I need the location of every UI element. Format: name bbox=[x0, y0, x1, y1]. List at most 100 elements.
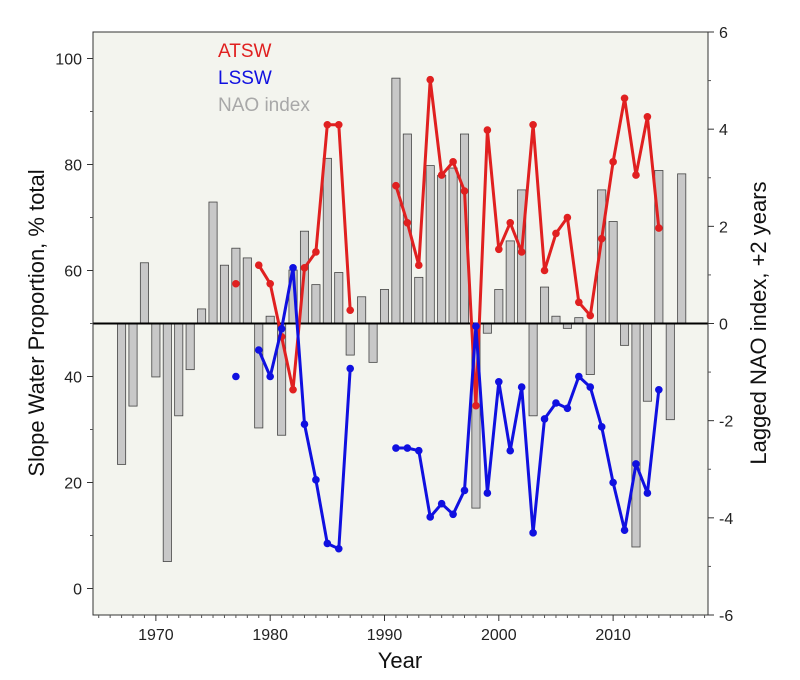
y-right-tick-label: -2 bbox=[719, 414, 733, 431]
nao-bar bbox=[345, 323, 355, 356]
atsw-point bbox=[632, 171, 640, 179]
nao-bar bbox=[528, 323, 538, 417]
nao-bar bbox=[482, 323, 492, 334]
y-axis-left: 0 20 40 60 80 100 bbox=[55, 52, 93, 599]
lssw-point bbox=[334, 544, 343, 553]
x-tick-label: 1970 bbox=[138, 627, 174, 644]
lssw-point bbox=[643, 489, 652, 497]
lssw-point bbox=[517, 383, 526, 391]
lssw-point bbox=[552, 399, 560, 407]
nao-bar bbox=[391, 77, 401, 324]
lssw-point bbox=[597, 423, 606, 431]
nao-bar bbox=[551, 315, 561, 324]
y-left-tick-label: 100 bbox=[55, 52, 82, 69]
atsw-point bbox=[597, 234, 606, 243]
nao-bar bbox=[494, 289, 504, 324]
atsw-point bbox=[437, 171, 446, 179]
legend: ATSW LSSW NAO index bbox=[218, 41, 310, 116]
x-tick-label: 1980 bbox=[252, 627, 288, 644]
y-right-tick-label: 6 bbox=[719, 25, 728, 42]
lssw-point bbox=[254, 346, 263, 354]
atsw-point bbox=[392, 181, 400, 190]
atsw-point bbox=[540, 266, 549, 275]
nao-bar bbox=[505, 240, 515, 324]
nao-bar bbox=[425, 165, 435, 324]
y-right-tick-label: -6 bbox=[719, 608, 733, 625]
lssw-point bbox=[232, 372, 240, 381]
nao-bar bbox=[334, 272, 344, 324]
legend-entry-lssw: LSSW bbox=[218, 68, 272, 89]
nao-bar bbox=[642, 323, 652, 402]
x-axis: 1970 1980 1990 2000 2010 bbox=[93, 614, 708, 644]
atsw-point bbox=[266, 279, 274, 288]
atsw-point bbox=[552, 229, 560, 238]
nao-bar bbox=[437, 174, 447, 324]
lssw-point bbox=[495, 378, 503, 386]
x-tick-label: 2000 bbox=[481, 627, 517, 644]
atsw-point bbox=[460, 187, 469, 195]
y-right-tick-label: 2 bbox=[719, 219, 728, 236]
nao-bar bbox=[117, 323, 127, 465]
series-lines bbox=[232, 75, 663, 553]
nao-bar bbox=[219, 264, 229, 324]
lssw-point bbox=[277, 325, 286, 333]
y-right-tick-label: -4 bbox=[719, 511, 733, 528]
y-left-tick-label: 60 bbox=[64, 264, 82, 281]
lssw-point bbox=[414, 446, 423, 455]
nao-bar bbox=[151, 323, 161, 378]
lssw-point bbox=[266, 372, 274, 381]
y-axis-right: -6 -4 -2 0 2 4 6 bbox=[708, 25, 733, 625]
atsw-point bbox=[414, 261, 423, 270]
nao-bar bbox=[631, 323, 641, 548]
nao-bar bbox=[540, 286, 550, 324]
lssw-point bbox=[655, 385, 663, 394]
nao-bar bbox=[414, 276, 424, 324]
atsw-point bbox=[586, 311, 595, 320]
y-axis-right-title: Lagged NAO index, +2 years bbox=[746, 181, 771, 464]
atsw-point bbox=[426, 75, 435, 84]
lssw-point bbox=[483, 489, 492, 497]
lssw-point bbox=[540, 415, 549, 423]
nao-bar bbox=[265, 315, 275, 324]
nao-bar bbox=[585, 323, 595, 375]
atsw-point bbox=[495, 245, 503, 254]
nao-bar bbox=[311, 284, 321, 324]
nao-bar bbox=[357, 296, 367, 324]
lssw-point bbox=[460, 486, 469, 495]
lssw-point bbox=[392, 444, 400, 452]
atsw-point bbox=[472, 401, 480, 410]
atsw-point bbox=[403, 219, 412, 227]
atsw-point bbox=[506, 219, 515, 227]
legend-entry-nao-index: NAO index bbox=[218, 95, 310, 116]
lssw-point bbox=[586, 383, 595, 391]
y-axis-left-title: Slope Water Proportion, % total bbox=[24, 169, 49, 476]
nao-bar bbox=[139, 262, 149, 324]
lssw-point bbox=[289, 264, 297, 272]
atsw-point bbox=[483, 126, 492, 134]
lssw-point bbox=[323, 539, 332, 548]
lssw-point bbox=[609, 478, 617, 487]
nao-bar bbox=[254, 323, 264, 429]
atsw-point bbox=[529, 120, 537, 129]
legend-entry-atsw: ATSW bbox=[218, 41, 272, 62]
lssw-point bbox=[563, 404, 572, 413]
lssw-point bbox=[312, 476, 320, 484]
nao-bar bbox=[608, 221, 618, 324]
atsw-point bbox=[346, 306, 355, 315]
lssw-point bbox=[632, 460, 640, 468]
y-left-tick-label: 0 bbox=[73, 582, 82, 599]
nao-bar bbox=[379, 289, 389, 324]
y-right-tick-label: 0 bbox=[719, 317, 728, 334]
nao-bar bbox=[322, 157, 332, 324]
atsw-point bbox=[643, 113, 652, 121]
atsw-point bbox=[517, 248, 526, 256]
y-left-tick-label: 40 bbox=[64, 370, 82, 387]
atsw-point bbox=[609, 158, 617, 166]
x-tick-label: 1990 bbox=[367, 627, 403, 644]
nao-bar bbox=[208, 201, 218, 324]
lssw-point bbox=[575, 372, 583, 381]
atsw-point bbox=[575, 298, 583, 307]
atsw-point bbox=[620, 94, 629, 103]
nao-bar bbox=[677, 173, 687, 324]
nao-bar bbox=[185, 323, 195, 371]
